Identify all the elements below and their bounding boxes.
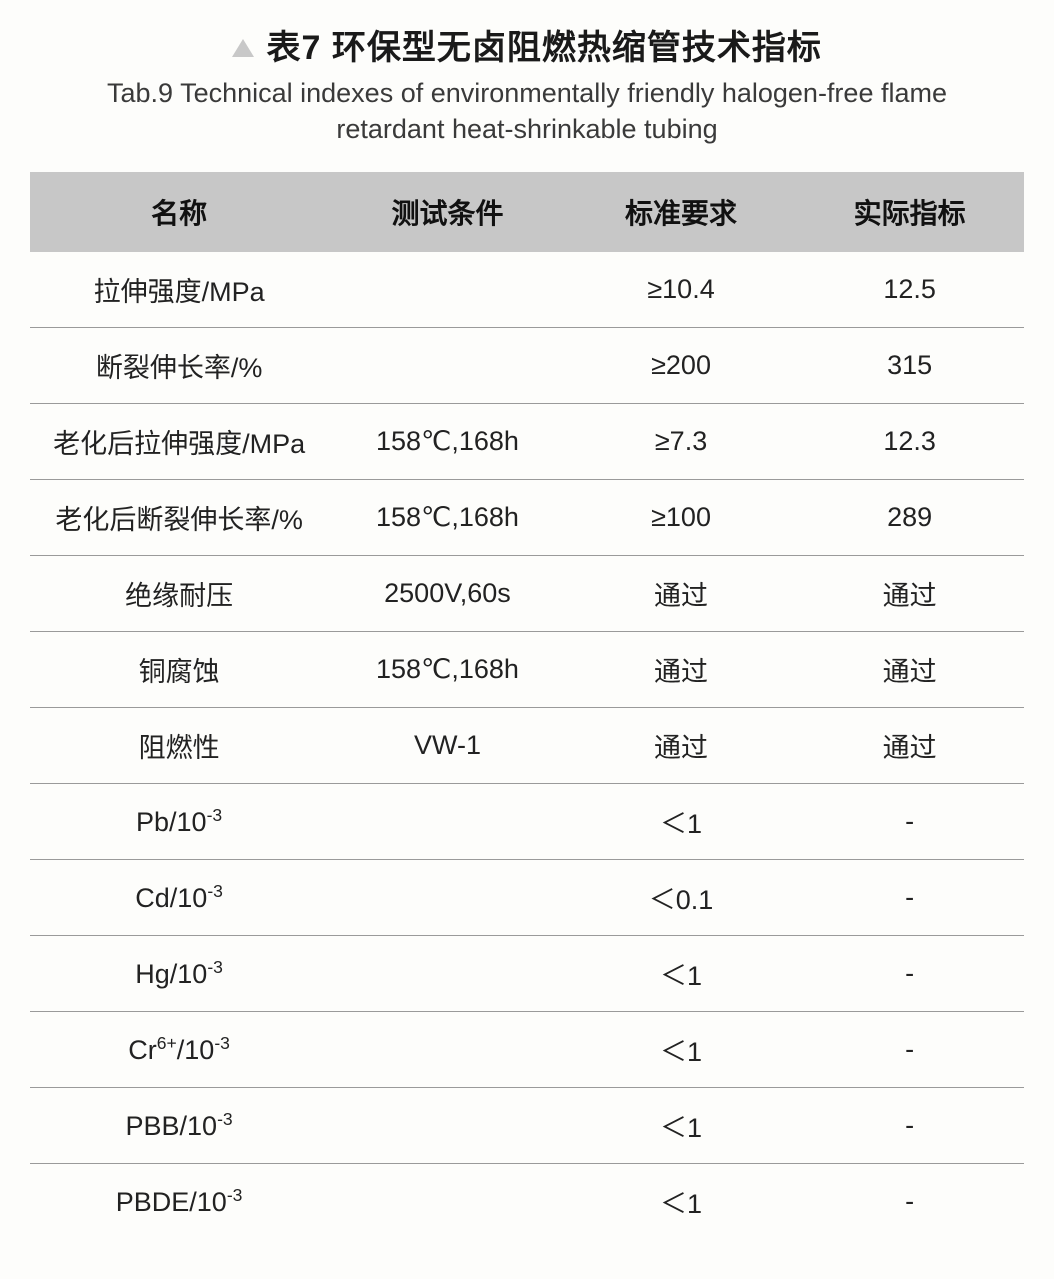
cell-actual: - bbox=[795, 935, 1024, 1011]
title-english: Tab.9 Technical indexes of environmental… bbox=[30, 75, 1024, 148]
triangle-marker-icon bbox=[232, 39, 254, 57]
cell-req: ＜1 bbox=[567, 935, 796, 1011]
table-row: Hg/10-3 ＜1- bbox=[30, 935, 1024, 1011]
col-name: 名称 bbox=[30, 172, 328, 252]
spec-table: 名称 测试条件 标准要求 实际指标 拉伸强度/MPa≥10.412.5断裂伸长率… bbox=[30, 172, 1024, 1239]
cell-req: ＜1 bbox=[567, 783, 796, 859]
cell-cond bbox=[328, 252, 567, 328]
cell-req: 通过 bbox=[567, 555, 796, 631]
cell-name: 老化后断裂伸长率/% bbox=[30, 479, 328, 555]
cell-actual: 12.3 bbox=[795, 403, 1024, 479]
cell-cond bbox=[328, 327, 567, 403]
table-row: 绝缘耐压2500V,60s通过通过 bbox=[30, 555, 1024, 631]
cell-cond bbox=[328, 1011, 567, 1087]
cell-req: ≥7.3 bbox=[567, 403, 796, 479]
cell-req: ≥10.4 bbox=[567, 252, 796, 328]
cell-name: Hg/10-3 bbox=[30, 935, 328, 1011]
table-row: Cd/10-3 ＜0.1- bbox=[30, 859, 1024, 935]
cell-name: PBB/10-3 bbox=[30, 1087, 328, 1163]
cell-actual: - bbox=[795, 783, 1024, 859]
table-body: 拉伸强度/MPa≥10.412.5断裂伸长率/%≥200315老化后拉伸强度/M… bbox=[30, 252, 1024, 1239]
cell-req: ＜1 bbox=[567, 1087, 796, 1163]
cell-req: ＜1 bbox=[567, 1011, 796, 1087]
cell-name: 老化后拉伸强度/MPa bbox=[30, 403, 328, 479]
cell-actual: - bbox=[795, 1011, 1024, 1087]
cell-actual: 315 bbox=[795, 327, 1024, 403]
table-row: Pb/10-3 ＜1- bbox=[30, 783, 1024, 859]
cell-cond bbox=[328, 1087, 567, 1163]
cell-name: Pb/10-3 bbox=[30, 783, 328, 859]
table-row: 阻燃性VW-1通过通过 bbox=[30, 707, 1024, 783]
cell-req: ≥200 bbox=[567, 327, 796, 403]
cell-name: 拉伸强度/MPa bbox=[30, 252, 328, 328]
cell-name: Cd/10-3 bbox=[30, 859, 328, 935]
cell-actual: 289 bbox=[795, 479, 1024, 555]
table-row: 铜腐蚀158℃,168h通过通过 bbox=[30, 631, 1024, 707]
cell-req: 通过 bbox=[567, 707, 796, 783]
cell-cond bbox=[328, 859, 567, 935]
cell-name: 绝缘耐压 bbox=[30, 555, 328, 631]
cell-actual: - bbox=[795, 1087, 1024, 1163]
table-row: 老化后拉伸强度/MPa158℃,168h≥7.312.3 bbox=[30, 403, 1024, 479]
cell-name: 铜腐蚀 bbox=[30, 631, 328, 707]
table-row: PBB/10-3 ＜1- bbox=[30, 1087, 1024, 1163]
cell-cond bbox=[328, 935, 567, 1011]
cell-actual: 通过 bbox=[795, 555, 1024, 631]
col-actual: 实际指标 bbox=[795, 172, 1024, 252]
cell-actual: - bbox=[795, 859, 1024, 935]
table-row: 老化后断裂伸长率/%158℃,168h≥100289 bbox=[30, 479, 1024, 555]
cell-cond: 2500V,60s bbox=[328, 555, 567, 631]
cell-req: ≥100 bbox=[567, 479, 796, 555]
cell-name: 断裂伸长率/% bbox=[30, 327, 328, 403]
col-cond: 测试条件 bbox=[328, 172, 567, 252]
cell-cond: VW-1 bbox=[328, 707, 567, 783]
cell-name: 阻燃性 bbox=[30, 707, 328, 783]
cell-cond bbox=[328, 783, 567, 859]
cell-cond: 158℃,168h bbox=[328, 631, 567, 707]
cell-actual: 通过 bbox=[795, 707, 1024, 783]
cell-cond: 158℃,168h bbox=[328, 403, 567, 479]
cell-actual: 通过 bbox=[795, 631, 1024, 707]
table-row: 断裂伸长率/% ≥200315 bbox=[30, 327, 1024, 403]
cell-cond: 158℃,168h bbox=[328, 479, 567, 555]
cell-req: 通过 bbox=[567, 631, 796, 707]
table-caption-cn: 表7 环保型无卤阻燃热缩管技术指标 bbox=[30, 20, 1024, 69]
table-header-row: 名称 测试条件 标准要求 实际指标 bbox=[30, 172, 1024, 252]
table-row: Cr6+/10-3 ＜1- bbox=[30, 1011, 1024, 1087]
cell-actual: 12.5 bbox=[795, 252, 1024, 328]
title-chinese: 表7 环保型无卤阻燃热缩管技术指标 bbox=[267, 29, 822, 67]
cell-name: Cr6+/10-3 bbox=[30, 1011, 328, 1087]
cell-req: ＜0.1 bbox=[567, 859, 796, 935]
col-req: 标准要求 bbox=[567, 172, 796, 252]
table-row: 拉伸强度/MPa ≥10.412.5 bbox=[30, 252, 1024, 328]
